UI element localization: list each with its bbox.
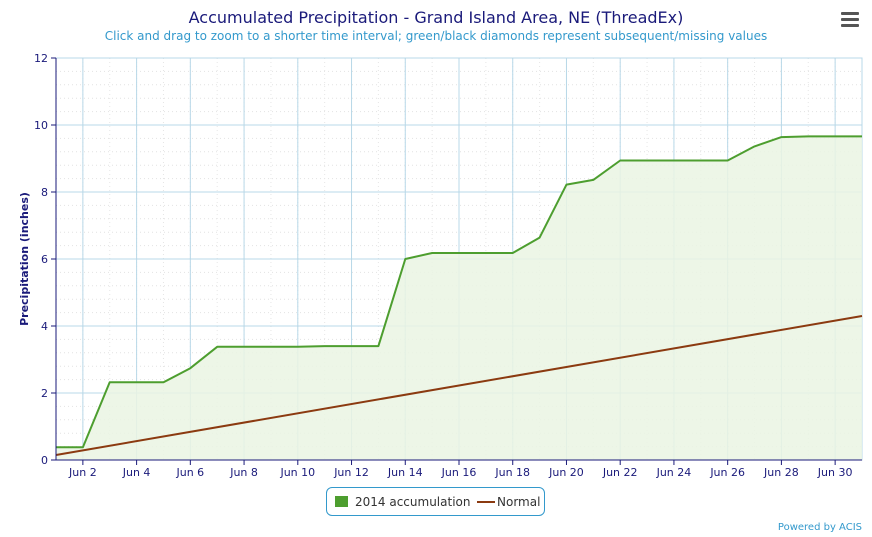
x-tick-label: Jun 22 — [602, 466, 638, 479]
x-tick-label: Jun 14 — [387, 466, 423, 479]
x-tick-label: Jun 16 — [441, 466, 477, 479]
x-tick-label: Jun 18 — [494, 466, 530, 479]
menu-bar-icon — [841, 24, 859, 27]
y-tick-label: 0 — [41, 454, 48, 467]
credits-link[interactable]: Powered by ACIS — [777, 522, 862, 533]
precipitation-chart[interactable]: 0 2 4 6 8 10 12 Jun 2 Jun 4 Jun 6 Jun 8 Jun 10 Jun 1… — [0, 0, 872, 480]
legend-item-accumulation[interactable]: 2014 accumulation — [327, 495, 472, 511]
x-tick-label: Jun 28 — [763, 466, 799, 479]
legend-swatch-normal — [477, 501, 495, 503]
y-tick-label: 10 — [34, 119, 48, 132]
x-tick-label: Jun 26 — [709, 466, 745, 479]
menu-bar-icon — [841, 12, 859, 15]
x-tick-label: Jun 2 — [68, 466, 97, 479]
legend-swatch-accumulation — [335, 496, 348, 507]
x-tick-label: Jun 8 — [229, 466, 258, 479]
chart-title: Accumulated Precipitation - Grand Island… — [188, 8, 684, 27]
menu-bar-icon — [841, 18, 859, 21]
y-tick-label: 8 — [41, 186, 48, 199]
x-tick-label: Jun 20 — [548, 466, 584, 479]
x-tick-label: Jun 6 — [175, 466, 204, 479]
chart-subtitle: Click and drag to zoom to a shorter time… — [104, 29, 768, 43]
accumulation-line — [56, 135, 862, 449]
y-tick-label: 6 — [41, 253, 48, 266]
x-tick-label: Jun 12 — [333, 466, 369, 479]
accumulation-area-fill — [56, 136, 862, 460]
x-tick-label: Jun 4 — [122, 466, 151, 479]
x-tick-label: Jun 10 — [279, 466, 315, 479]
legend-item-normal[interactable]: Normal — [472, 495, 542, 511]
hamburger-menu-icon[interactable] — [838, 10, 862, 32]
y-axis-label: Precipitation (inches) — [18, 192, 31, 326]
normal-line — [55, 315, 863, 456]
legend-label-normal: Normal — [497, 495, 541, 509]
y-tick-label: 12 — [34, 52, 48, 65]
accumulation-area-layer — [56, 136, 862, 460]
y-tick-label: 2 — [41, 387, 48, 400]
x-tick-label: Jun 24 — [656, 466, 692, 479]
series-lines — [55, 135, 863, 456]
y-tick-label: 4 — [41, 320, 48, 333]
chart-legend: 2014 accumulation Normal — [326, 487, 545, 516]
legend-label-accumulation: 2014 accumulation — [355, 495, 471, 509]
axes: 0 2 4 6 8 10 12 Jun 2 Jun 4 Jun 6 Jun 8 Jun 10 Jun 1… — [34, 52, 862, 479]
x-tick-label: Jun 30 — [817, 466, 853, 479]
